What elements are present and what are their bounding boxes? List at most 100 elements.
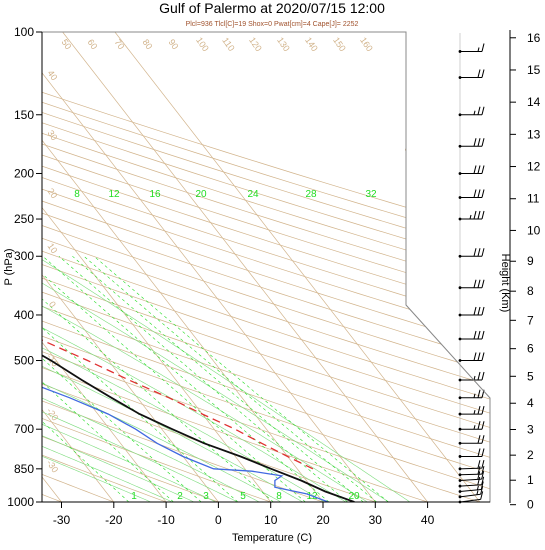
- mixing-ratio-bottom-label: 2: [177, 491, 183, 502]
- isotherm-line: [42, 32, 167, 502]
- dry-adiabat-label: 120: [247, 35, 264, 53]
- dry-adiabat-line: [42, 32, 194, 502]
- isotherm-line: [62, 32, 428, 502]
- height-tick-label: 13: [527, 127, 541, 141]
- dry-adiabat-line: [42, 32, 490, 502]
- y-tick-label: 300: [14, 249, 34, 263]
- x-tick-label: 30: [369, 513, 383, 527]
- dry-adiabat-line: [42, 32, 490, 502]
- dry-adiabat-line: [42, 32, 353, 502]
- isotherm-line: [42, 32, 271, 502]
- moist-adiabat-line: [42, 173, 384, 502]
- mixing-ratio-bottom-label: 20: [348, 491, 360, 502]
- dry-adiabat-label: 140: [303, 35, 320, 53]
- y-tick-label: 250: [14, 212, 34, 226]
- height-tick-label: 11: [527, 192, 540, 206]
- wind-barb: [458, 352, 485, 362]
- left-adiabat-label: 30: [45, 128, 59, 142]
- moist-adiabat-line: [42, 173, 174, 502]
- wind-barb: [458, 165, 485, 175]
- isotherm-line: [42, 32, 324, 502]
- height-tick-label: 9: [527, 254, 534, 268]
- moist-adiabat-line: [42, 173, 300, 502]
- dry-adiabat-line: [42, 32, 490, 502]
- moist-adiabat-line: [42, 173, 363, 502]
- wind-barb: [458, 389, 485, 400]
- mixing-ratio-line: [42, 255, 239, 502]
- dry-adiabat-label: 50: [59, 37, 73, 51]
- dry-adiabat-label: 60: [85, 37, 99, 51]
- chart-subtitle: Plcl=936 Tlcl[C]=19 Shox=0 Pwat[cm]=4 Ca…: [186, 21, 359, 28]
- dry-adiabat-line: [42, 32, 490, 502]
- dry-adiabat-label: 70: [112, 37, 126, 51]
- isotherm-label: 0: [405, 265, 416, 275]
- dry-adiabat-line: [42, 32, 490, 502]
- x-tick-label: -20: [105, 513, 123, 527]
- height-tick-label: 14: [527, 95, 541, 109]
- x-tick-label: 0: [215, 513, 222, 527]
- moist-adiabat-line: [42, 173, 195, 502]
- height-tick-label: 0: [527, 498, 534, 512]
- chart-title: Gulf of Palermo at 2020/07/15 12:00: [159, 0, 385, 16]
- mixing-ratio-line: [42, 255, 274, 502]
- dry-adiabat-label: 110: [220, 36, 236, 53]
- height-tick-label: 5: [527, 369, 534, 383]
- background-lines: [42, 32, 490, 502]
- mixing-ratio-label: 32: [365, 189, 377, 200]
- left-adiabat-label: -30: [45, 458, 61, 474]
- height-tick-label: 1: [527, 473, 534, 487]
- isotherm-label: -20: [448, 335, 464, 351]
- axes: -30 -20 -10 0 10 20 30 401001502002503004005007…: [7, 25, 540, 527]
- mixing-ratio-line: [42, 255, 202, 502]
- wind-barb: [458, 43, 485, 53]
- y-tick-label: 850: [14, 462, 34, 476]
- height-tick-label: 15: [527, 63, 541, 77]
- dry-adiabat-line: [42, 32, 490, 502]
- wind-barb: [458, 189, 485, 199]
- left-adiabat-label: 40: [45, 68, 59, 82]
- wind-barb: [458, 421, 485, 431]
- mixing-ratio-label: 20: [195, 189, 207, 200]
- mixing-ratio-bottom-label: 5: [240, 491, 246, 502]
- height-tick-label: 16: [527, 31, 541, 45]
- mixing-ratio-line: [42, 255, 130, 502]
- moist-adiabat-line: [42, 173, 216, 502]
- x-tick-label: -30: [53, 513, 71, 527]
- x-tick-label: -10: [157, 513, 175, 527]
- height-tick-label: 6: [527, 342, 534, 356]
- mixing-ratio-bottom-label: 1: [131, 491, 137, 502]
- temperature-profile-line: [42, 59, 355, 502]
- moist-adiabat-line: [42, 173, 405, 502]
- wind-barb: [458, 448, 485, 458]
- dry-adiabat-label: 130: [275, 35, 292, 53]
- parcel-profile-line: [42, 241, 314, 470]
- isotherm-line: [114, 32, 481, 502]
- moist-adiabat-line: [42, 173, 237, 502]
- y-tick-label: 150: [14, 108, 34, 122]
- height-tick-label: 8: [527, 284, 534, 298]
- mixing-ratio-line: [42, 255, 174, 502]
- mixing-ratio-bottom-label: 3: [203, 491, 209, 502]
- dry-adiabat-line: [42, 32, 490, 502]
- height-tick-label: 10: [527, 223, 541, 237]
- left-adiabat-label: -10: [45, 352, 61, 368]
- wind-barb: [458, 481, 484, 493]
- wind-barb: [458, 486, 484, 499]
- dry-adiabat-line: [42, 32, 300, 502]
- moist-adiabat-line: [42, 173, 258, 502]
- dry-adiabat-label: 90: [166, 37, 180, 51]
- wind-barb: [458, 248, 485, 258]
- wind-barb: [458, 460, 485, 471]
- wind-barb: [458, 69, 485, 79]
- moist-adiabat-line: [42, 173, 342, 502]
- isotherm-line: [42, 32, 115, 502]
- mixing-ratio-line: [93, 255, 389, 502]
- moist-adiabat-line: [42, 173, 426, 502]
- dry-adiabat-line: [42, 32, 490, 502]
- dry-adiabat-line: [42, 32, 490, 502]
- dry-adiabat-label: 100: [194, 35, 211, 53]
- series-layer: [42, 59, 355, 502]
- mixing-ratio-label: 12: [108, 189, 120, 200]
- isotherm-label: -10: [416, 308, 432, 324]
